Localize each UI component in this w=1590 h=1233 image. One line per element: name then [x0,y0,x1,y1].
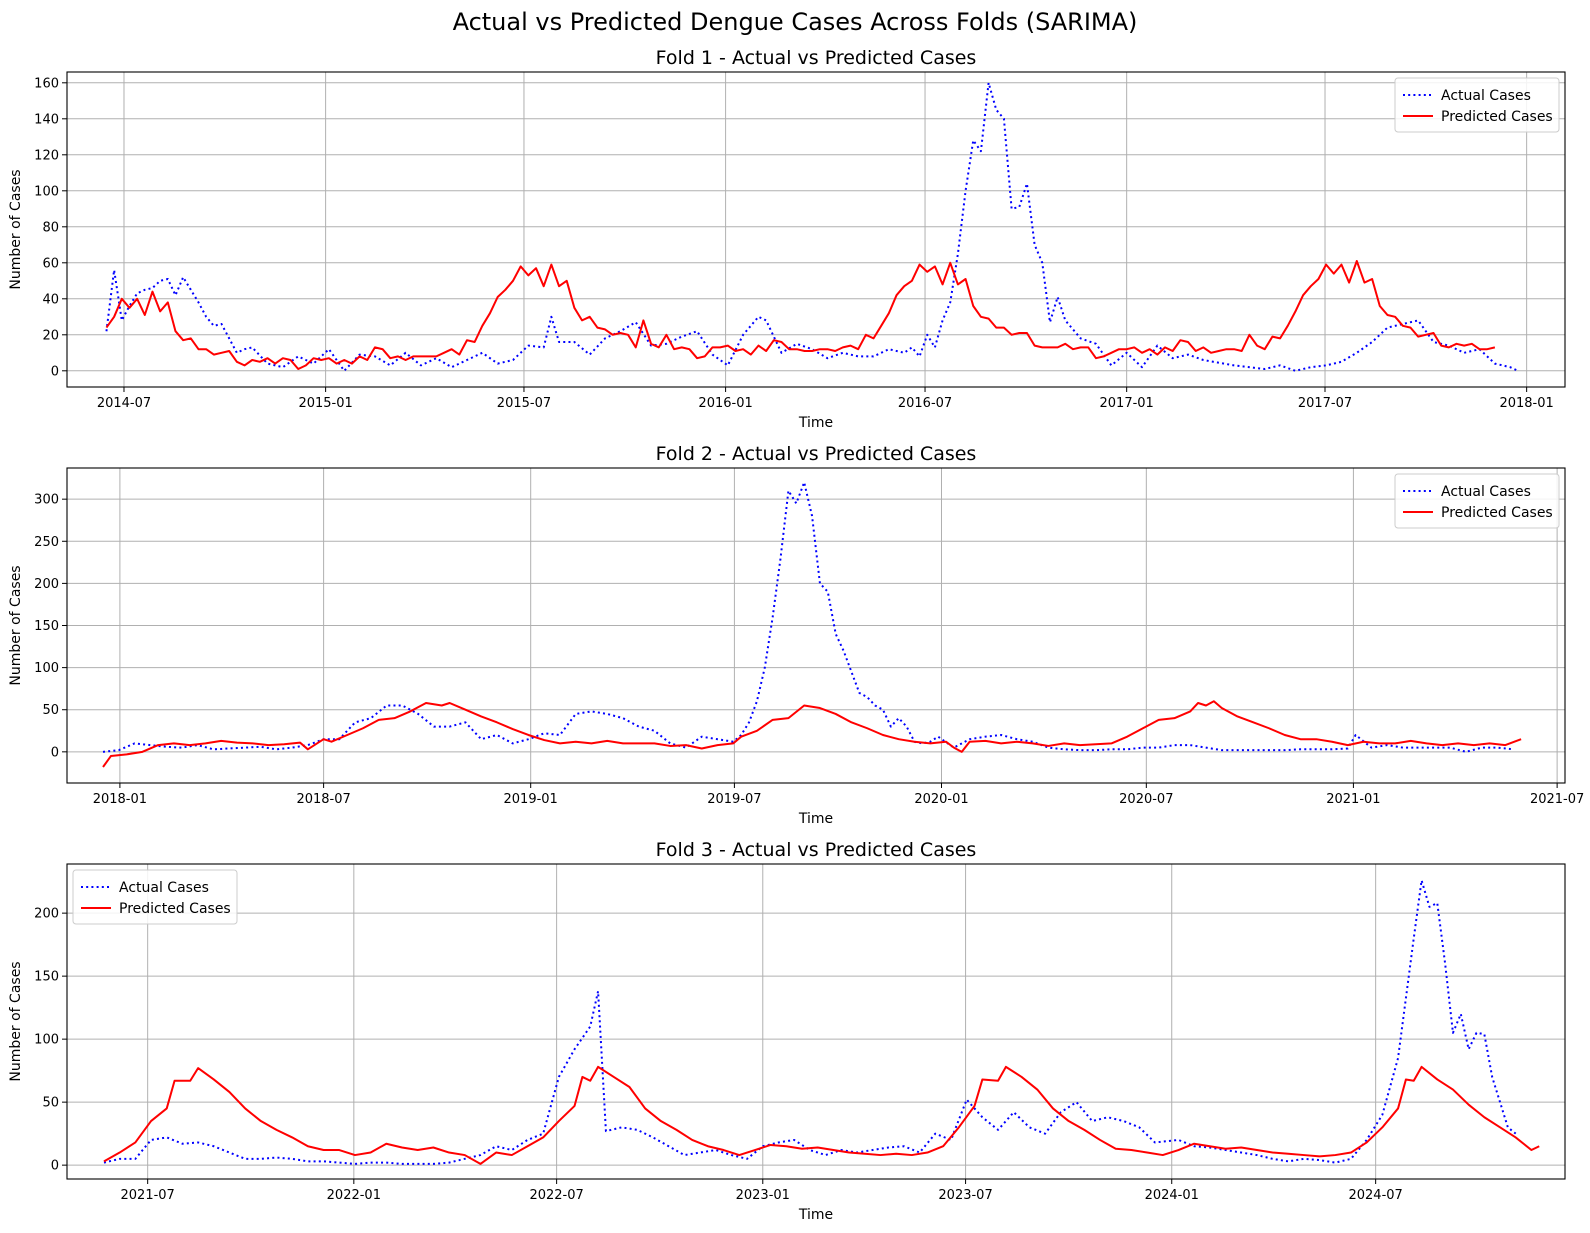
fold2-x-tick-label: 2019-01 [504,792,558,807]
fold3-x-axis: 2021-07 2022-01 2022-07 2023-01 2023-07 2024-… [121,864,1403,1203]
fold1-x-tick-label: 2018-01 [1499,396,1553,411]
fold3-y-tick-label: 150 [34,970,59,985]
fold1-legend-label: Actual Cases [1441,88,1531,104]
fold2-x-tick-label: 2018-07 [296,792,350,807]
fold1-actual-cases-line [105,81,1519,372]
fold1-x-axis: 2014-07 2015-01 2015-07 2016-01 2016-07 2017-… [97,72,1554,411]
fold1-legend-box [1394,77,1560,133]
fold2-x-tick-label: 2021-01 [1326,792,1380,807]
fold1-y-tick-label: 160 [34,76,59,91]
fold1-x-tick-label: 2014-07 [97,396,151,411]
fold1-predicted-cases-line [105,260,1496,370]
fold2-y-tick-label: 0 [51,745,59,760]
fold1-y-tick-label: 40 [42,292,59,307]
fold1-x-tick-label: 2015-07 [497,396,551,411]
fold1-x-tick-label: 2017-01 [1100,396,1154,411]
fold2-y-label: Number of Cases [8,565,24,685]
fold3-x-tick-label: 2021-07 [121,1188,175,1203]
fold2-x-tick-label: 2019-07 [707,792,761,807]
fold1-x-tick-label: 2015-01 [298,396,352,411]
fold1-y-tick-label: 80 [42,220,59,235]
fold2-y-tick-label: 150 [34,619,59,634]
fold1-y-axis: 0 20 40 60 80 100 120 140 160 [34,76,1565,379]
fold1-legend-label: Predicted Cases [1441,109,1553,125]
fold3-x-tick-label: 2023-01 [736,1188,790,1203]
fold2-legend-label: Predicted Cases [1441,505,1553,521]
fold2-predicted-cases-line [102,700,1522,768]
fold3-panel: 0 50 100 150 200 2021-07 2022-01 2022-07 2023-01… [8,839,1566,1223]
fold2-y-tick-label: 200 [34,577,59,592]
fold3-y-tick-label: 0 [51,1159,59,1174]
fold3-x-tick-label: 2022-07 [529,1188,583,1203]
fold1-y-tick-label: 120 [34,148,59,163]
fold2-legend-box [1394,473,1560,529]
fold1-x-tick-label: 2016-07 [898,396,952,411]
fold1-title: Fold 1 - Actual vs Predicted Cases [656,47,977,69]
fold1-y-label: Number of Cases [8,169,24,289]
fold2-y-axis: 0 50 100 150 200 250 300 [34,493,1565,760]
fold1-x-label: Time [798,415,833,431]
fold2-x-tick-label: 2020-01 [914,792,968,807]
fold1-y-tick-label: 60 [42,256,59,271]
fold1-y-tick-label: 0 [51,364,59,379]
fold2-y-tick-label: 300 [34,493,59,508]
fold3-frame [66,863,1566,1180]
fold2-x-label: Time [798,811,833,827]
fold1-y-tick-label: 20 [42,328,59,343]
fold3-x-tick-label: 2024-07 [1348,1188,1402,1203]
fold1-panel: 0 20 40 60 80 100 120 140 160 2014-07 2015-01 2015-… [8,47,1566,431]
fold3-y-tick-label: 200 [34,907,59,922]
fold2-x-tick-label: 2020-07 [1119,792,1173,807]
fold2-x-axis: 2018-01 2018-07 2019-01 2019-07 2020-01 2020-… [93,468,1584,807]
fold2-title: Fold 2 - Actual vs Predicted Cases [656,443,977,465]
fold3-title: Fold 3 - Actual vs Predicted Cases [656,839,977,861]
fold3-legend-label: Actual Cases [119,880,209,896]
fold3-y-tick-label: 100 [34,1033,59,1048]
fold2-y-tick-label: 50 [42,703,59,718]
fold1-frame [66,71,1566,388]
fold3-legend: Actual Cases Predicted Cases [72,869,238,925]
fold3-x-tick-label: 2024-01 [1145,1188,1199,1203]
fold3-y-tick-label: 50 [42,1096,59,1111]
fold1-x-tick-label: 2017-07 [1298,396,1352,411]
fold3-predicted-cases-line [103,1065,1540,1165]
fold3-legend-label: Predicted Cases [119,901,231,917]
fold3-x-label: Time [798,1207,833,1223]
fold3-x-tick-label: 2023-07 [938,1188,992,1203]
fold2-x-tick-label: 2018-01 [93,792,147,807]
fold1-y-tick-label: 100 [34,184,59,199]
fold3-y-label: Number of Cases [8,961,24,1081]
fold1-legend: Actual Cases Predicted Cases [1394,77,1560,133]
fold2-y-tick-label: 100 [34,661,59,676]
fold1-y-tick-label: 140 [34,112,59,127]
figure-title: Actual vs Predicted Dengue Cases Across … [453,8,1138,36]
fold3-plot-area [67,864,1565,1179]
fold2-x-tick-label: 2021-07 [1530,792,1584,807]
fold3-y-axis: 0 50 100 150 200 [34,907,1565,1174]
fold2-legend-label: Actual Cases [1441,484,1531,500]
fold2-frame [66,467,1566,784]
fold3-x-tick-label: 2022-01 [327,1188,381,1203]
fold1-x-tick-label: 2016-01 [698,396,752,411]
fold3-legend-box [72,869,238,925]
fold2-y-tick-label: 250 [34,535,59,550]
fold2-legend: Actual Cases Predicted Cases [1394,473,1560,529]
